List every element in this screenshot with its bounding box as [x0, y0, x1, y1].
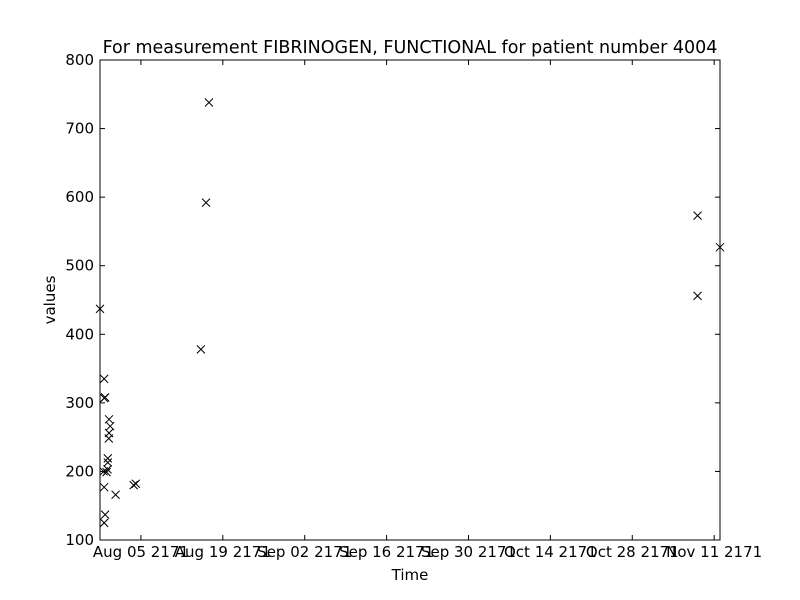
data-point [204, 98, 214, 107]
x-tick-label: Sep 02 2171 [257, 543, 352, 561]
plot-frame [99, 59, 721, 541]
data-point-stroke [100, 393, 110, 402]
data-point-stroke [111, 490, 120, 500]
x-tick-label: Aug 19 2171 [175, 543, 271, 561]
data-point [99, 374, 109, 384]
data-point [715, 242, 725, 252]
data-point-stroke [102, 467, 111, 477]
data-point-stroke [99, 374, 109, 384]
data-point-stroke [100, 510, 110, 519]
x-tick-label: Nov 11 2171 [666, 543, 762, 561]
data-point-stroke [693, 291, 702, 301]
data-point-stroke [104, 414, 114, 424]
data-point-stroke [103, 454, 113, 463]
data-point [129, 480, 138, 490]
data-point-stroke [129, 480, 138, 490]
data-point-stroke [104, 428, 114, 438]
data-point [102, 467, 111, 477]
data-point-stroke [131, 479, 141, 489]
y-tick-label: 200 [65, 462, 94, 480]
data-point-stroke [201, 198, 211, 207]
x-axis-label: Time [391, 566, 429, 584]
chart-title: For measurement FIBRINOGEN, FUNCTIONAL f… [103, 38, 718, 58]
data-point-stroke [99, 482, 109, 492]
data-point-stroke [693, 211, 702, 221]
y-tick-label: 300 [65, 394, 94, 412]
data-point [111, 490, 120, 500]
data-point-stroke [196, 345, 206, 354]
data-point-stroke [99, 518, 109, 528]
y-tick-label: 100 [65, 531, 94, 549]
data-point-stroke [95, 304, 105, 314]
x-tick-label: Oct 14 2171 [504, 543, 597, 561]
y-axis: 100 200 300 400 500 600 700 800 [65, 51, 720, 549]
data-point [99, 482, 109, 492]
x-tick-label: Sep 16 2171 [339, 543, 434, 561]
data-point [103, 458, 113, 467]
y-tick-label: 600 [65, 188, 94, 206]
data-point [99, 518, 109, 528]
y-tick-label: 800 [65, 51, 94, 69]
data-point [104, 428, 114, 438]
y-tick-label: 700 [65, 120, 94, 138]
y-tick-label: 500 [65, 257, 94, 275]
data-point [196, 345, 206, 354]
data-point [103, 465, 112, 474]
data-point [100, 510, 110, 519]
y-tick-label: 400 [65, 325, 94, 343]
x-tick-label: Sep 30 2171 [421, 543, 516, 561]
y-axis-label: values [41, 275, 59, 324]
data-point [104, 414, 114, 424]
data-point [693, 291, 702, 301]
data-point [103, 454, 113, 463]
x-tick-label: Aug 05 2171 [93, 543, 189, 561]
data-point [105, 421, 115, 431]
data-points [95, 98, 725, 528]
data-point [100, 393, 110, 402]
data-point-stroke [103, 458, 113, 467]
data-point-stroke [204, 98, 214, 107]
data-point [693, 211, 702, 221]
data-point-stroke [105, 421, 115, 431]
data-point-stroke [715, 242, 725, 252]
data-point [95, 304, 105, 314]
data-point [131, 479, 141, 489]
x-tick-label: Oct 28 2171 [586, 543, 679, 561]
data-point [201, 198, 211, 207]
data-point-stroke [103, 465, 112, 474]
